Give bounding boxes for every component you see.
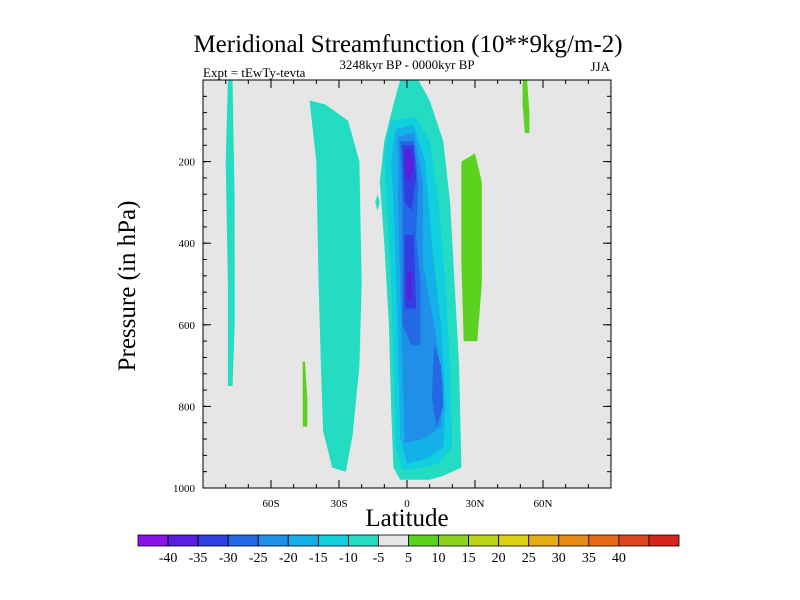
- colorbar-box: [408, 534, 439, 547]
- contour-regions: [225, 80, 530, 480]
- colorbar-box: [167, 534, 199, 547]
- colorbar-box: [317, 534, 349, 547]
- plot-area: 60S 30S 0 30N 60N 200 400 600 800 1000: [173, 79, 612, 510]
- x-tick-label: 0: [404, 498, 410, 510]
- axis-ticks: 60S 30S 0 30N 60N 200 400 600 800 1000: [173, 80, 611, 510]
- colorbar-label: 20: [492, 551, 506, 566]
- x-tick-label: 30N: [466, 498, 485, 510]
- colorbar-label: 35: [582, 551, 596, 566]
- y-tick-label: 1000: [173, 483, 196, 495]
- colorbar-box: [347, 534, 379, 547]
- colorbar-label: -40: [159, 551, 178, 566]
- colorbar-label: 15: [462, 551, 476, 566]
- y-tick-label: 400: [179, 238, 196, 250]
- colorbar-box: [287, 534, 319, 547]
- x-tick-label: 60S: [262, 498, 279, 510]
- colorbar-label: 25: [522, 551, 536, 566]
- colorbar-box: [588, 534, 620, 547]
- contour-region-14: [522, 80, 530, 133]
- chart-right-subtitle: JJA: [590, 59, 610, 74]
- colorbar-box: [618, 534, 650, 547]
- contour-region-12: [407, 271, 412, 301]
- colorbar-label: -30: [219, 551, 238, 566]
- chart-title: Meridional Streamfunction (10**9kg/m-2): [193, 31, 622, 58]
- contour-region-0: [309, 100, 362, 472]
- contour-region-3: [375, 194, 380, 211]
- y-axis-label: Pressure (in hPa): [114, 201, 141, 372]
- colorbar-label: -20: [279, 551, 298, 566]
- chart-left-subtitle: Expt = tEwTy-tevta: [203, 65, 306, 80]
- colorbar-label: -15: [309, 551, 328, 566]
- x-tick-label: 60N: [534, 498, 553, 510]
- colorbar-box: [438, 534, 470, 547]
- colorbar-box: [498, 534, 530, 547]
- chart-center-subtitle: 3248kyr BP - 0000kyr BP: [339, 57, 474, 72]
- colorbar-label: -25: [249, 551, 268, 566]
- colorbar-label: 30: [552, 551, 566, 566]
- contour-region-11: [404, 149, 414, 182]
- colorbar-label: -10: [339, 551, 358, 566]
- contour-region-8: [431, 345, 444, 427]
- colorbar-box: [528, 534, 560, 547]
- colorbar-box: [197, 534, 229, 547]
- y-tick-label: 600: [179, 320, 196, 332]
- colorbar-box: [227, 534, 259, 547]
- colorbar-box: [558, 534, 590, 547]
- colorbar-label: 5: [405, 551, 412, 566]
- x-axis-label: Latitude: [365, 505, 448, 532]
- x-tick-label: 30S: [330, 498, 347, 510]
- colorbar-label: 40: [612, 551, 626, 566]
- colorbar-label: 10: [432, 551, 446, 566]
- y-tick-label: 800: [179, 401, 196, 413]
- y-tick-label: 200: [179, 157, 196, 169]
- contour-region-15: [302, 361, 308, 427]
- colorbar-label: -35: [189, 551, 208, 566]
- contour-region-13: [461, 153, 482, 342]
- colorbar-box: [468, 534, 500, 547]
- colorbar-label: -5: [373, 551, 385, 566]
- colorbar-box: [257, 534, 289, 547]
- colorbar-box: [648, 534, 680, 547]
- colorbar: -40 -35 -30 -25 -20 -15 -10 -5 5 10 15 20 25 30 35 40: [137, 534, 680, 566]
- colorbar-box: [378, 534, 409, 547]
- colorbar-box: [137, 534, 169, 547]
- contour-region-2: [225, 80, 235, 386]
